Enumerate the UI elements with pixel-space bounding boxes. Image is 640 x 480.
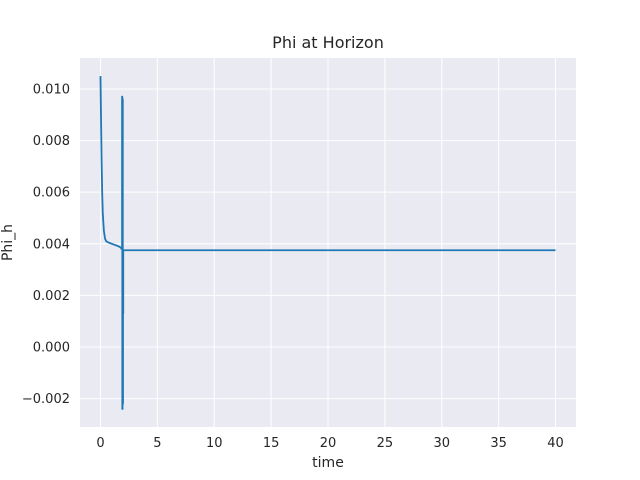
x-tick-label: 0 xyxy=(96,436,104,451)
x-tick-label: 25 xyxy=(377,436,394,451)
series-line xyxy=(99,76,556,410)
x-tick-label: 10 xyxy=(206,436,223,451)
chart-title: Phi at Horizon xyxy=(272,33,384,52)
y-tick-label: 0.008 xyxy=(33,134,70,149)
grid-lines xyxy=(80,58,576,427)
y-tick-label: −0.002 xyxy=(22,392,70,407)
y-tick-label: 0.000 xyxy=(33,341,70,356)
y-tick-label: 0.004 xyxy=(33,237,70,252)
y-tick-labels: −0.002 0.000 0.002 0.004 0.006 0.008 0.010 xyxy=(22,82,70,407)
series-layer xyxy=(99,76,556,410)
y-tick-label: 0.010 xyxy=(33,82,70,97)
x-tick-labels: 0 5 10 15 20 25 30 35 40 xyxy=(96,436,563,451)
x-tick-label: 5 xyxy=(153,436,161,451)
x-tick-label: 35 xyxy=(490,436,507,451)
x-tick-label: 30 xyxy=(433,436,450,451)
x-tick-label: 20 xyxy=(320,436,337,451)
y-tick-label: 0.006 xyxy=(33,186,70,201)
y-tick-label: 0.002 xyxy=(33,289,70,304)
x-tick-label: 40 xyxy=(547,436,564,451)
x-tick-label: 15 xyxy=(263,436,280,451)
y-axis-label: Phi_h xyxy=(0,224,16,261)
x-axis-label: time xyxy=(312,455,344,471)
